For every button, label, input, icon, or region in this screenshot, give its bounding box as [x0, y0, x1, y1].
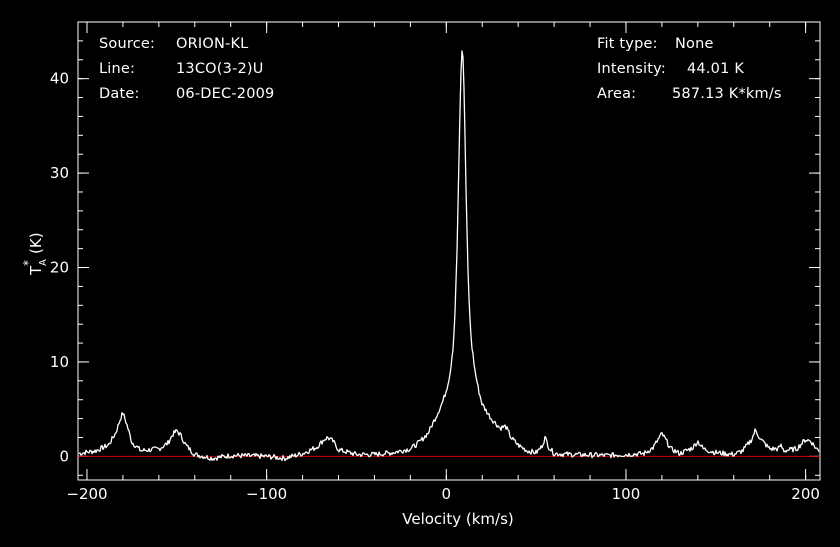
fit-type-label: Fit type:: [597, 36, 658, 52]
y-axis-label-sup: *: [21, 260, 35, 266]
y-tick-label: 20: [50, 259, 69, 277]
source-value: ORION-KL: [176, 36, 249, 52]
x-tick-label: 100: [612, 485, 641, 503]
intensity-value: 44.01 K: [687, 61, 745, 77]
line-label: Line:: [99, 61, 136, 77]
y-tick-label: 40: [50, 70, 69, 88]
plot-frame: [77, 21, 821, 481]
x-axis-label: Velocity (km/s): [402, 510, 513, 528]
x-tick-label: −200: [66, 485, 107, 503]
y-tick-label: 0: [59, 447, 69, 465]
y-tick-label: 30: [50, 164, 69, 182]
x-tick-label: 200: [791, 485, 820, 503]
line-value: 13CO(3-2)U: [176, 61, 264, 77]
x-tick-label: 0: [442, 485, 452, 503]
x-tick-label: −100: [246, 485, 287, 503]
date-value: 06-DEC-2009: [176, 86, 275, 102]
y-axis-label: T* A (K): [21, 232, 49, 276]
source-label: Source:: [99, 36, 156, 52]
y-axis-label-unit: (K): [27, 232, 45, 254]
area-value: 587.13 K*km/s: [672, 86, 782, 102]
date-label: Date:: [99, 86, 140, 102]
y-axis-label-sub: A: [38, 259, 49, 266]
fit-type-value: None: [675, 36, 714, 52]
y-tick-label: 10: [50, 353, 69, 371]
area-label: Area:: [597, 86, 637, 102]
spectrum-line: [78, 50, 820, 462]
y-axis-label-main: T: [27, 265, 45, 276]
intensity-label: Intensity:: [597, 61, 666, 77]
